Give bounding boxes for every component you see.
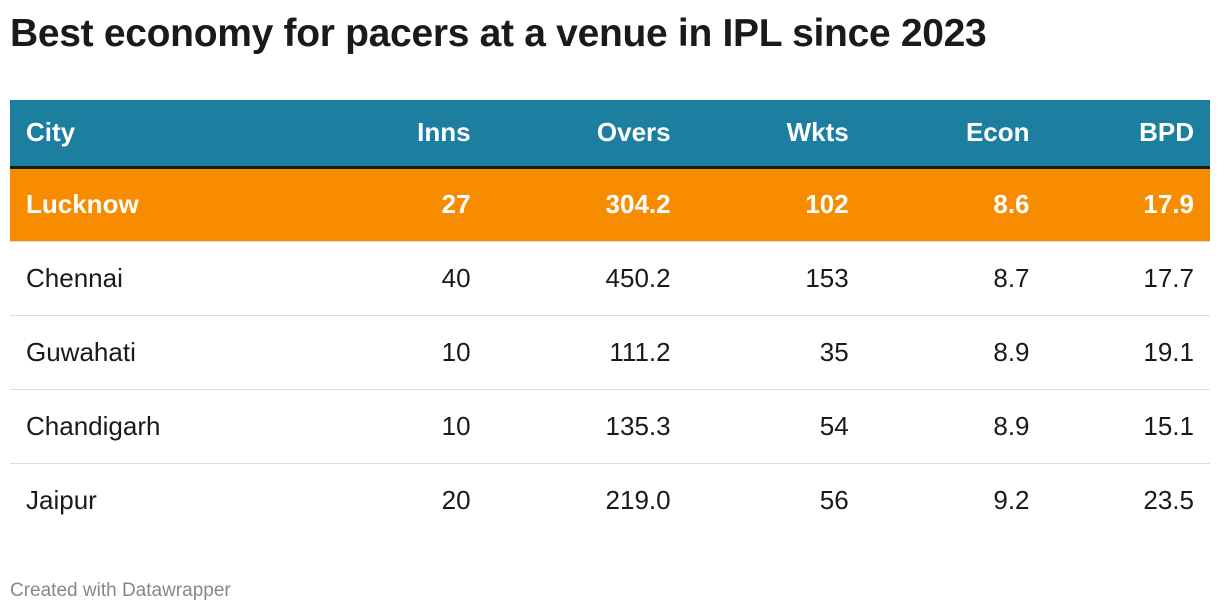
city-cell: Lucknow bbox=[26, 189, 139, 219]
table-row: Jaipur 20 219.0 56 9.2 23.5 bbox=[10, 463, 1210, 537]
value-cell: 35 bbox=[819, 336, 849, 367]
title: Best economy for pacers at a venue in IP… bbox=[10, 12, 987, 55]
city-cell: Chandigarh bbox=[26, 410, 161, 441]
value-cell: 40 bbox=[441, 262, 471, 293]
city-cell: Guwahati bbox=[26, 336, 136, 367]
value-cell: 10 bbox=[441, 336, 471, 367]
table-header: City Inns Overs Wkts Econ BPD bbox=[10, 100, 1210, 167]
table-row: Chennai 40 450.2 153 8.7 17.7 bbox=[10, 241, 1210, 315]
value-cell: 9.2 bbox=[993, 484, 1030, 515]
value-cell: 304.2 bbox=[605, 189, 671, 219]
column-header: Inns bbox=[417, 117, 471, 148]
header-row: City Inns Overs Wkts Econ BPD bbox=[10, 100, 1210, 167]
value-cell: 450.2 bbox=[605, 262, 671, 293]
value-cell: 17.9 bbox=[1143, 189, 1194, 219]
value-cell: 17.7 bbox=[1143, 262, 1194, 293]
column-header: City bbox=[26, 117, 76, 148]
value-cell: 10 bbox=[441, 410, 471, 441]
value-cell: 20 bbox=[441, 484, 471, 515]
value-cell: 153 bbox=[805, 262, 849, 293]
credit: Created with Datawrapper bbox=[10, 580, 231, 601]
value-cell: 56 bbox=[819, 484, 849, 515]
table-row: Guwahati 10 111.2 35 8.9 19.1 bbox=[10, 315, 1210, 389]
table: City Inns Overs Wkts Econ BPD Lucknow 27 304.2 1… bbox=[10, 100, 1210, 537]
table-body: Lucknow 27 304.2 102 8.6 17.9 Chennai 40 450.2 15… bbox=[10, 167, 1210, 537]
value-cell: 219.0 bbox=[605, 484, 671, 515]
column-header: BPD bbox=[1139, 117, 1194, 148]
value-cell: 15.1 bbox=[1143, 410, 1194, 441]
value-cell: 8.9 bbox=[993, 336, 1030, 367]
value-cell: 54 bbox=[819, 410, 849, 441]
value-cell: 135.3 bbox=[605, 410, 671, 441]
value-cell: 102 bbox=[805, 189, 849, 219]
value-cell: 111.2 bbox=[609, 336, 671, 367]
value-cell: 27 bbox=[441, 189, 471, 219]
value-cell: 8.7 bbox=[993, 262, 1030, 293]
table-row: Lucknow 27 304.2 102 8.6 17.9 bbox=[10, 167, 1210, 241]
column-header: Overs bbox=[596, 117, 671, 148]
value-cell: 8.6 bbox=[993, 189, 1030, 219]
column-header: Econ bbox=[965, 117, 1030, 148]
value-cell: 8.9 bbox=[993, 410, 1030, 441]
city-cell: Chennai bbox=[26, 262, 123, 293]
value-cell: 23.5 bbox=[1143, 484, 1194, 515]
table-row: Chandigarh 10 135.3 54 8.9 15.1 bbox=[10, 389, 1210, 463]
value-cell: 19.1 bbox=[1143, 336, 1194, 367]
city-cell: Jaipur bbox=[26, 484, 97, 515]
column-header: Wkts bbox=[786, 117, 849, 148]
